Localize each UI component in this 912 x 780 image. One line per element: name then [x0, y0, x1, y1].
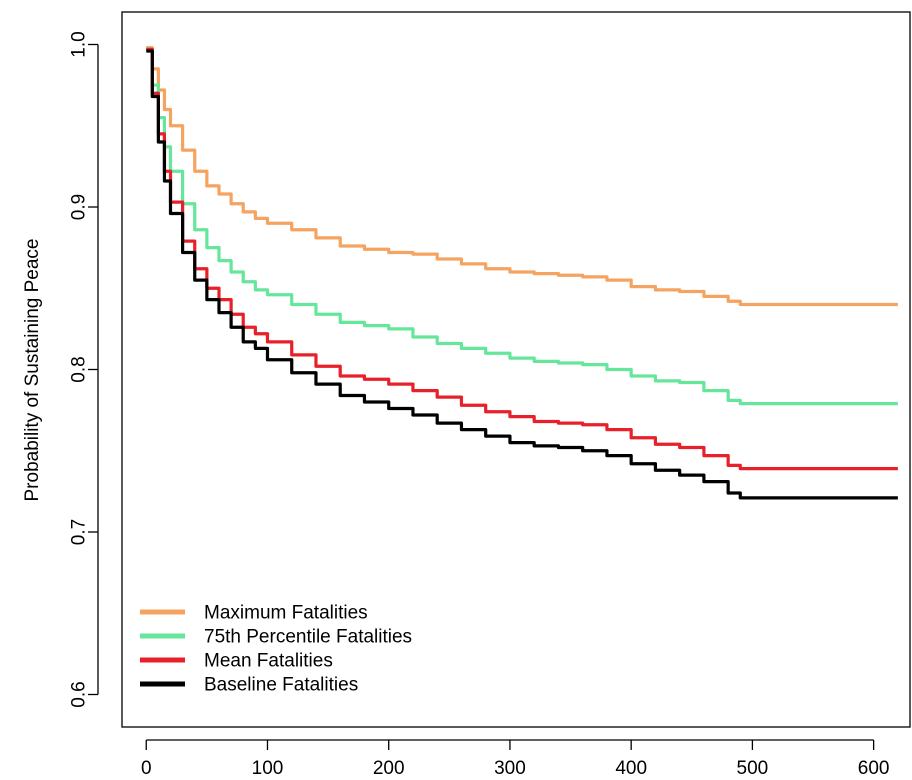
y-tick-label: 0.8: [69, 356, 90, 382]
y-axis: 0.6 0.7 0.8 0.9 1.0: [69, 31, 99, 708]
x-tick-label: 500: [737, 758, 769, 779]
x-tick-label: 200: [373, 758, 405, 779]
y-tick-label: 1.0: [69, 31, 90, 57]
plot-frame: [121, 11, 911, 728]
x-tick-label: 0: [141, 758, 152, 779]
series-line-4: [146, 49, 898, 500]
y-axis-title: Probability of Sustaining Peace: [22, 239, 43, 502]
y-tick-label: 0.9: [69, 194, 90, 220]
x-axis: 0 100 200 300 400 500 600: [141, 739, 890, 779]
legend: Maximum Fatalities 75th Percentile Fatali…: [140, 603, 412, 696]
series-line-3: [146, 47, 898, 471]
y-tick-label: 0.7: [69, 519, 90, 545]
legend-label: Maximum Fatalities: [204, 603, 368, 624]
x-tick-label: 600: [858, 758, 890, 779]
x-tick-label: 300: [494, 758, 526, 779]
legend-label: Mean Fatalities: [204, 651, 333, 672]
legend-label: 75th Percentile Fatalities: [204, 627, 412, 648]
legend-label: Baseline Fatalities: [204, 675, 358, 696]
series-line-1: [146, 46, 898, 307]
series-line-2: [146, 47, 898, 406]
series-layer: [146, 46, 898, 500]
x-tick-label: 100: [252, 758, 284, 779]
x-tick-label: 400: [615, 758, 647, 779]
y-tick-label: 0.6: [69, 681, 90, 707]
